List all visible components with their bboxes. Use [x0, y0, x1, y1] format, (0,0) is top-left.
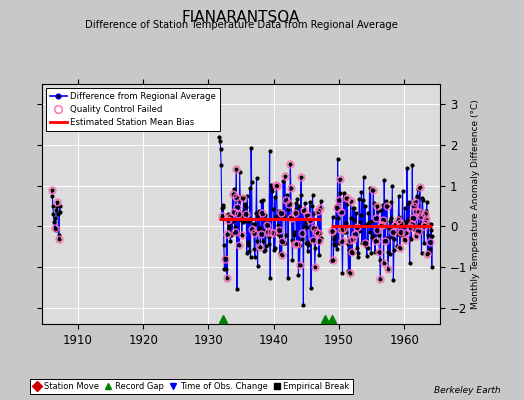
Text: Berkeley Earth: Berkeley Earth	[434, 386, 500, 395]
Y-axis label: Monthly Temperature Anomaly Difference (°C): Monthly Temperature Anomaly Difference (…	[472, 99, 481, 309]
Text: FIANARANTSOA: FIANARANTSOA	[182, 10, 300, 25]
Legend: Difference from Regional Average, Quality Control Failed, Estimated Station Mean: Difference from Regional Average, Qualit…	[46, 88, 220, 131]
Legend: Station Move, Record Gap, Time of Obs. Change, Empirical Break: Station Move, Record Gap, Time of Obs. C…	[30, 379, 353, 394]
Text: Difference of Station Temperature Data from Regional Average: Difference of Station Temperature Data f…	[84, 20, 398, 30]
